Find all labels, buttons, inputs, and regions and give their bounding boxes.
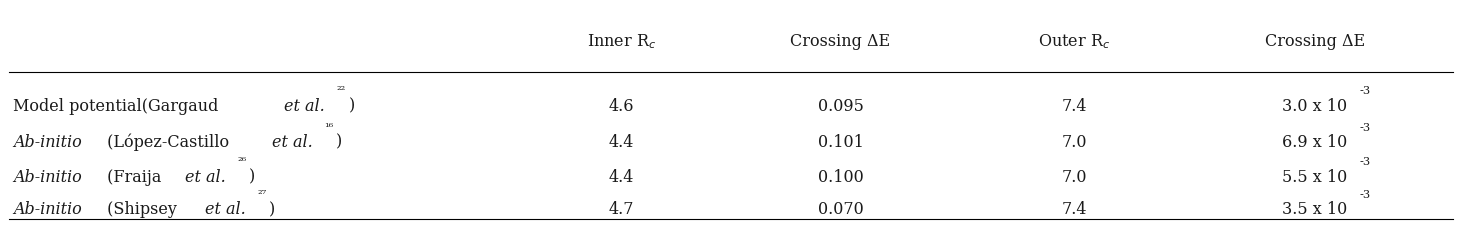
Text: Inner R$_c$: Inner R$_c$ [586,32,656,51]
Text: ¹⁶: ¹⁶ [325,122,333,132]
Text: ): ) [348,97,355,114]
Text: 3.0 x 10: 3.0 x 10 [1282,97,1348,114]
Text: et al.: et al. [272,133,313,150]
Text: 4.4: 4.4 [608,133,635,150]
Text: (Shipsey: (Shipsey [101,200,181,217]
Text: 7.0: 7.0 [1061,133,1086,150]
Text: -3: -3 [1360,86,1371,96]
Text: ): ) [249,168,256,185]
Text: 7.4: 7.4 [1061,200,1086,217]
Text: ²⁷: ²⁷ [257,189,266,199]
Text: 0.070: 0.070 [817,200,864,217]
Text: et al.: et al. [205,200,246,217]
Text: 0.095: 0.095 [817,97,864,114]
Text: ): ) [269,200,275,217]
Text: ): ) [336,133,342,150]
Text: Ab-initio: Ab-initio [13,168,82,185]
Text: 6.9 x 10: 6.9 x 10 [1282,133,1348,150]
Text: Model potential(Gargaud: Model potential(Gargaud [13,97,224,114]
Text: (López-Castillo: (López-Castillo [101,133,234,150]
Text: et al.: et al. [284,97,325,114]
Text: 7.4: 7.4 [1061,97,1086,114]
Text: Crossing ΔE: Crossing ΔE [791,33,890,50]
Text: 4.7: 4.7 [608,200,635,217]
Text: Ab-initio: Ab-initio [13,133,82,150]
Text: ²⁶: ²⁶ [237,157,247,167]
Text: -3: -3 [1360,157,1371,167]
Text: (Fraija: (Fraija [101,168,167,185]
Text: -3: -3 [1360,122,1371,132]
Text: Outer R$_c$: Outer R$_c$ [1038,32,1110,51]
Text: 4.4: 4.4 [608,168,635,185]
Text: 4.6: 4.6 [608,97,635,114]
Text: ²²: ²² [336,86,346,96]
Text: et al.: et al. [184,168,225,185]
Text: 0.100: 0.100 [817,168,864,185]
Text: Crossing ΔE: Crossing ΔE [1265,33,1364,50]
Text: -3: -3 [1360,189,1371,199]
Text: 5.5 x 10: 5.5 x 10 [1282,168,1348,185]
Text: 0.101: 0.101 [817,133,864,150]
Text: 7.0: 7.0 [1061,168,1086,185]
Text: 3.5 x 10: 3.5 x 10 [1282,200,1348,217]
Text: Ab-initio: Ab-initio [13,200,82,217]
